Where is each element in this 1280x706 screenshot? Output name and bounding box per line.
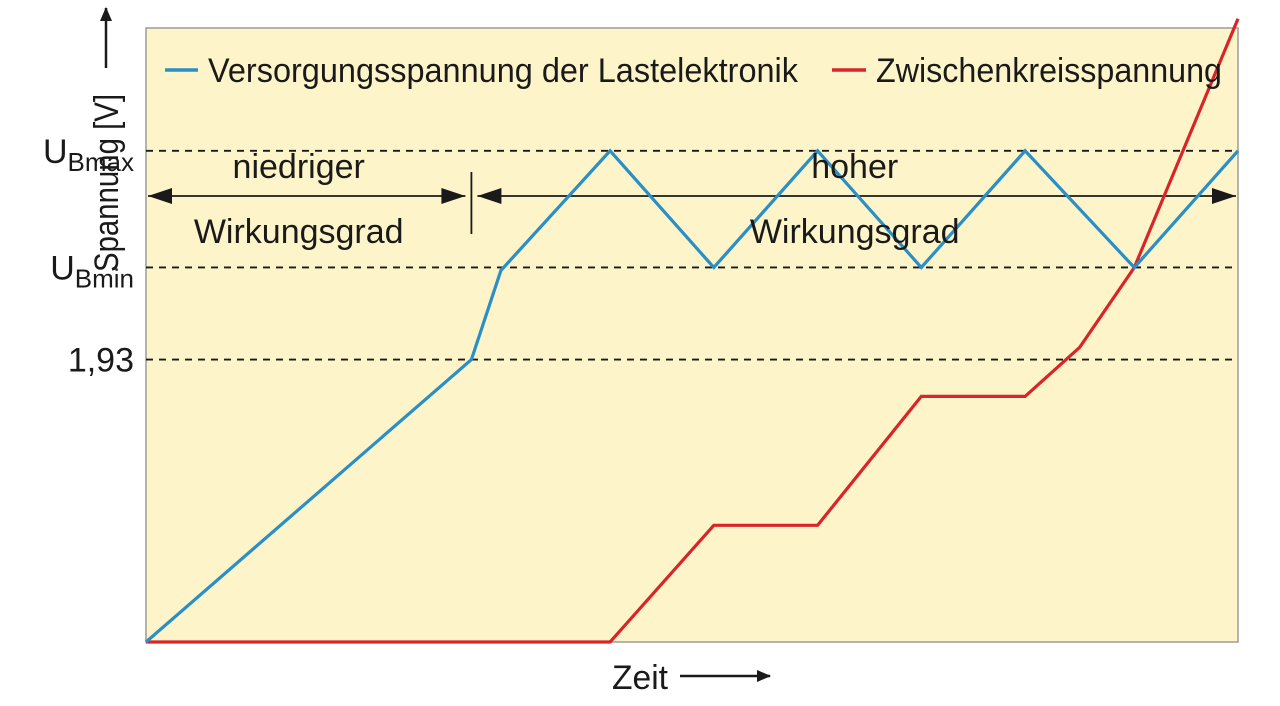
region-arrowhead-left <box>477 188 502 204</box>
legend-label-zwischenkreis: Zwischenkreisspannung <box>876 52 1222 90</box>
reference-line-label: UBmax <box>43 133 134 177</box>
reference-label-main: U <box>50 249 75 287</box>
region-label-top: hoher <box>811 148 898 186</box>
region-arrowhead-right <box>441 188 466 204</box>
legend-label-versorgung: Versorgungsspannung der Lastelektronik <box>208 52 799 90</box>
series-line-versorgungsspannung <box>144 148 1240 644</box>
plot-area <box>145 27 1239 643</box>
reference-label-main: U <box>43 133 68 171</box>
region-label-bottom: Wirkungsgrad <box>194 213 404 251</box>
region-label-top: niedriger <box>233 148 365 186</box>
y-axis-label: Spannung [V] <box>88 94 126 272</box>
series-line-zwischenkreisspannung <box>146 18 1240 644</box>
reference-label-sub: Bmax <box>68 147 134 177</box>
region-arrowhead-left <box>148 188 172 204</box>
reference-line-label: UBmin <box>50 249 134 293</box>
legend: Versorgungsspannung der Lastelektronik Z… <box>165 52 1222 90</box>
region-arrowhead-right <box>1212 188 1236 204</box>
x-axis: Zeit <box>612 659 771 697</box>
region-label-bottom: Wirkungsgrad <box>750 213 960 251</box>
y-axis: Spannung [V] <box>88 7 126 272</box>
x-axis-label: Zeit <box>612 659 669 697</box>
reference-label-sub: Bmin <box>75 263 134 293</box>
reference-line-label: 1,93 <box>68 342 134 380</box>
